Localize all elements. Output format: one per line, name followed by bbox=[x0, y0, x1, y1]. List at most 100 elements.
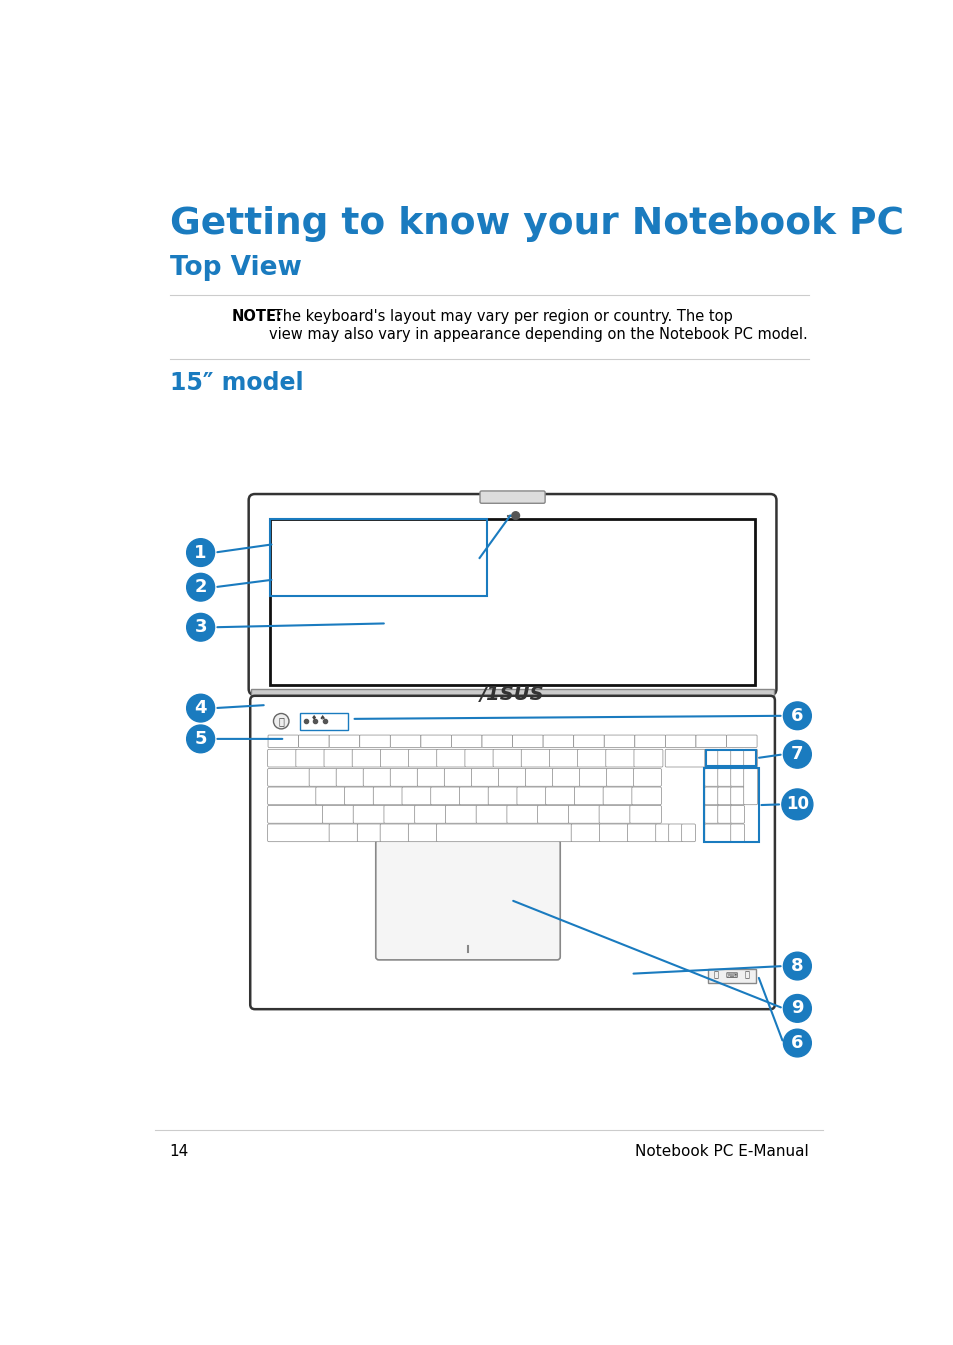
Circle shape bbox=[187, 613, 214, 642]
FancyBboxPatch shape bbox=[598, 806, 630, 823]
FancyBboxPatch shape bbox=[525, 768, 553, 787]
Bar bbox=[703, 768, 758, 842]
FancyBboxPatch shape bbox=[717, 768, 731, 787]
FancyBboxPatch shape bbox=[268, 787, 316, 804]
Circle shape bbox=[187, 573, 214, 601]
FancyBboxPatch shape bbox=[390, 736, 420, 748]
Text: 1: 1 bbox=[194, 543, 207, 562]
Text: Notebook PC E-Manual: Notebook PC E-Manual bbox=[635, 1143, 808, 1159]
Bar bbox=[705, 751, 756, 765]
FancyBboxPatch shape bbox=[571, 824, 599, 842]
FancyBboxPatch shape bbox=[249, 494, 776, 695]
FancyBboxPatch shape bbox=[383, 806, 415, 823]
Circle shape bbox=[782, 741, 810, 768]
Bar bbox=[299, 713, 348, 729]
FancyBboxPatch shape bbox=[315, 787, 345, 804]
FancyBboxPatch shape bbox=[445, 806, 476, 823]
Text: Top View: Top View bbox=[170, 256, 301, 281]
FancyBboxPatch shape bbox=[459, 787, 489, 804]
FancyBboxPatch shape bbox=[574, 787, 603, 804]
FancyBboxPatch shape bbox=[344, 787, 374, 804]
Bar bbox=[707, 970, 756, 983]
FancyBboxPatch shape bbox=[250, 695, 774, 1009]
Circle shape bbox=[187, 725, 214, 753]
FancyBboxPatch shape bbox=[353, 806, 384, 823]
FancyBboxPatch shape bbox=[481, 736, 512, 748]
FancyBboxPatch shape bbox=[436, 824, 572, 842]
Circle shape bbox=[187, 694, 214, 722]
Text: 15″ model: 15″ model bbox=[170, 371, 303, 395]
Bar bbox=[270, 519, 487, 596]
Text: 4: 4 bbox=[194, 699, 207, 717]
FancyBboxPatch shape bbox=[390, 768, 417, 787]
FancyBboxPatch shape bbox=[322, 806, 354, 823]
FancyBboxPatch shape bbox=[704, 824, 731, 842]
FancyBboxPatch shape bbox=[488, 787, 517, 804]
Text: ⏴: ⏴ bbox=[743, 971, 749, 979]
Circle shape bbox=[782, 994, 810, 1022]
Text: The keyboard's layout may vary per region or country. The top
view may also vary: The keyboard's layout may vary per regio… bbox=[269, 309, 807, 342]
FancyBboxPatch shape bbox=[359, 736, 390, 748]
Text: 3: 3 bbox=[194, 619, 207, 636]
FancyBboxPatch shape bbox=[633, 768, 660, 787]
FancyBboxPatch shape bbox=[577, 749, 606, 767]
FancyBboxPatch shape bbox=[717, 749, 731, 767]
FancyBboxPatch shape bbox=[268, 736, 298, 748]
Text: ⏻: ⏻ bbox=[278, 716, 284, 726]
FancyBboxPatch shape bbox=[335, 768, 364, 787]
FancyBboxPatch shape bbox=[506, 806, 537, 823]
Text: Getting to know your Notebook PC: Getting to know your Notebook PC bbox=[170, 206, 902, 242]
Text: 14: 14 bbox=[170, 1143, 189, 1159]
FancyBboxPatch shape bbox=[573, 736, 603, 748]
FancyBboxPatch shape bbox=[352, 749, 381, 767]
FancyBboxPatch shape bbox=[268, 806, 323, 823]
FancyBboxPatch shape bbox=[375, 839, 559, 960]
FancyBboxPatch shape bbox=[379, 824, 409, 842]
FancyBboxPatch shape bbox=[578, 768, 607, 787]
FancyBboxPatch shape bbox=[717, 806, 731, 823]
FancyBboxPatch shape bbox=[268, 749, 296, 767]
FancyBboxPatch shape bbox=[631, 787, 660, 804]
FancyBboxPatch shape bbox=[730, 824, 743, 842]
FancyBboxPatch shape bbox=[730, 787, 743, 804]
FancyBboxPatch shape bbox=[431, 787, 459, 804]
FancyBboxPatch shape bbox=[380, 749, 409, 767]
FancyBboxPatch shape bbox=[668, 824, 681, 842]
FancyBboxPatch shape bbox=[408, 749, 437, 767]
FancyBboxPatch shape bbox=[512, 736, 542, 748]
FancyBboxPatch shape bbox=[606, 768, 634, 787]
Circle shape bbox=[781, 790, 812, 819]
FancyBboxPatch shape bbox=[416, 768, 445, 787]
FancyBboxPatch shape bbox=[520, 749, 550, 767]
Text: 6: 6 bbox=[790, 707, 802, 725]
FancyBboxPatch shape bbox=[329, 824, 357, 842]
Circle shape bbox=[782, 952, 810, 981]
FancyBboxPatch shape bbox=[357, 824, 380, 842]
FancyBboxPatch shape bbox=[363, 768, 391, 787]
FancyBboxPatch shape bbox=[373, 787, 402, 804]
FancyBboxPatch shape bbox=[476, 806, 507, 823]
FancyBboxPatch shape bbox=[415, 806, 446, 823]
Circle shape bbox=[782, 1029, 810, 1057]
FancyBboxPatch shape bbox=[451, 736, 481, 748]
FancyBboxPatch shape bbox=[329, 736, 359, 748]
FancyBboxPatch shape bbox=[743, 749, 757, 767]
FancyBboxPatch shape bbox=[704, 806, 718, 823]
FancyBboxPatch shape bbox=[493, 749, 521, 767]
Text: 7: 7 bbox=[790, 745, 802, 764]
Circle shape bbox=[782, 702, 810, 729]
FancyBboxPatch shape bbox=[309, 768, 336, 787]
Text: 8: 8 bbox=[790, 958, 802, 975]
FancyBboxPatch shape bbox=[549, 749, 578, 767]
FancyBboxPatch shape bbox=[408, 824, 436, 842]
Circle shape bbox=[187, 539, 214, 566]
FancyBboxPatch shape bbox=[634, 749, 662, 767]
Circle shape bbox=[511, 511, 519, 519]
FancyBboxPatch shape bbox=[268, 768, 310, 787]
FancyBboxPatch shape bbox=[545, 787, 575, 804]
FancyBboxPatch shape bbox=[655, 824, 669, 842]
Circle shape bbox=[274, 713, 289, 729]
Text: NOTE:: NOTE: bbox=[232, 309, 282, 324]
FancyBboxPatch shape bbox=[479, 491, 544, 503]
FancyBboxPatch shape bbox=[726, 736, 757, 748]
